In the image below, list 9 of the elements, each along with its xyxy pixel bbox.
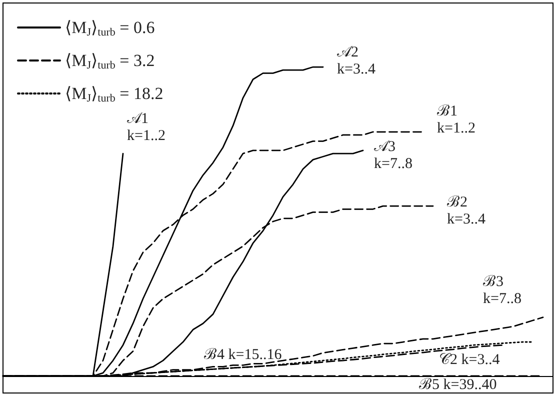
series-label: 𝒞2 k=3..4 (439, 352, 500, 368)
series-label: ℬ4 k=15..16 (204, 347, 282, 364)
series-label: ℬ1 k=1..2 (437, 103, 476, 136)
series-label: 𝒜2 k=3..4 (337, 44, 376, 78)
series-label: ℬ3 k=7..8 (483, 274, 522, 307)
series-label: 𝒜1 k=1..2 (127, 111, 166, 144)
series-label: 𝒜3 k=7..8 (374, 138, 412, 172)
series-label: ℬ5 k=39..40 (419, 377, 497, 393)
series-label: ℬ2 k=3..4 (447, 194, 486, 228)
